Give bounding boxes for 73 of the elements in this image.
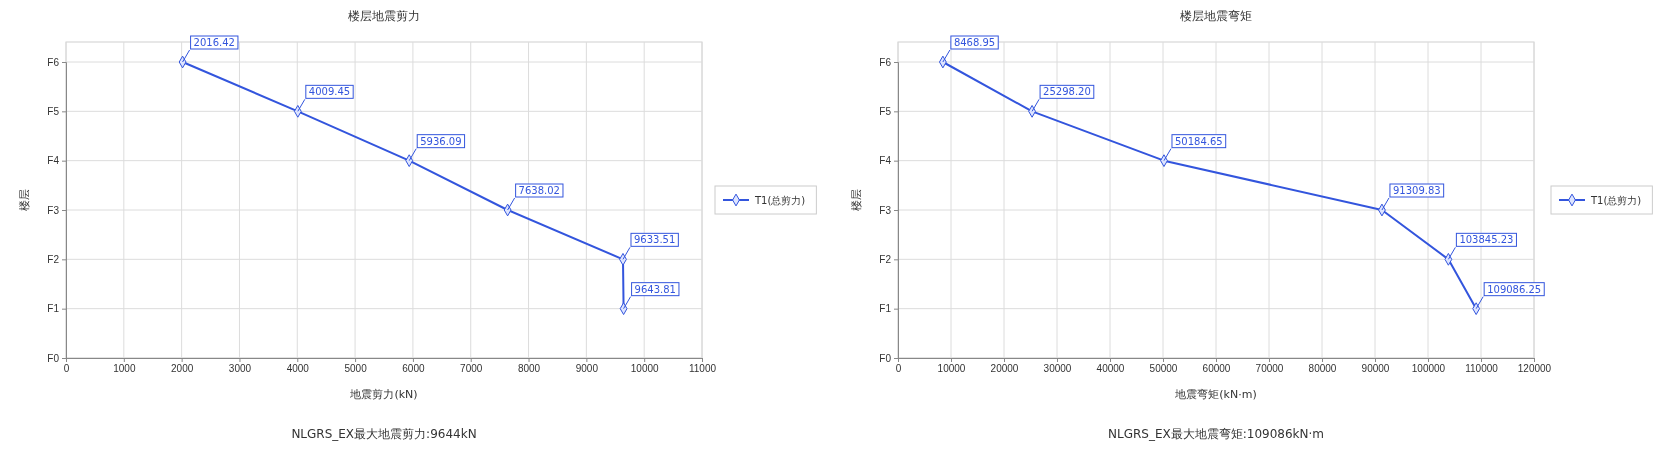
x-tick-label: 10000 [630,363,660,375]
x-tick-label: 6000 [402,363,425,375]
data-label: 5936.09 [420,135,462,147]
x-tick-label: 50000 [1149,363,1178,375]
y-tick-label: F3 [879,204,892,216]
data-label: 25298.20 [1043,86,1091,98]
y-tick-label: F0 [879,352,892,364]
x-tick-label: 100000 [1411,363,1446,375]
y-tick-label: F4 [879,155,892,167]
text: NLGRS_EX最大地震剪力:9644kN [291,427,477,441]
y-tick-label: F1 [879,303,892,315]
x-tick-label: 30000 [1043,363,1072,375]
x-tick-label: 7000 [460,363,483,375]
x-tick-label: 80000 [1308,363,1337,375]
x-tick-label: 8000 [517,363,541,375]
y-tick-label: F4 [47,155,60,167]
x-tick-label: 70000 [1255,363,1284,375]
x-tick-label: 5000 [344,363,368,375]
y-tick-label: F6 [47,56,60,68]
y-tick-label: F5 [879,106,892,118]
y-tick-label: F2 [879,254,892,266]
x-tick-label: 11000 [688,363,717,375]
chart-title: 楼层地震剪力 [348,9,420,23]
data-label: 9633.51 [633,234,676,246]
value-callout: 91309.83 [1381,183,1445,211]
x-tick-label: 2000 [171,363,194,375]
y-tick-label: F2 [47,254,60,266]
x-tick-label: 9000 [575,363,599,375]
y-tick-label: F3 [47,204,60,216]
data-label: 8468.95 [953,37,996,48]
x-tick-label: 3000 [228,363,252,375]
legend-label: T1(总剪力) [1590,195,1642,206]
value-callout: 5936.09 [408,134,466,162]
y-tick-label: F6 [879,56,892,68]
data-label: 9643.81 [634,283,676,295]
value-callout: 103845.23 [1447,232,1517,260]
x-tick-label: 60000 [1202,363,1231,375]
y-tick-label: F5 [47,106,60,118]
value-callout: 7638.02 [507,183,564,211]
x-axis-title: 地震弯矩(kN·m) [1174,388,1257,401]
y-axis-title: 楼层 [18,189,31,211]
value-callout: 4009.45 [297,84,354,112]
x-tick-label: 10000 [937,363,966,375]
data-label: 91309.83 [1392,185,1441,196]
y-axis-title: 楼层 [850,189,863,211]
y-tick-label: F1 [47,303,60,315]
x-tick-label: 120000 [1517,363,1552,375]
x-tick-label: 1000 [113,363,136,375]
legend-label: T1(总剪力) [754,195,806,206]
value-callout: 25298.20 [1031,84,1095,112]
x-tick-label: 0 [895,363,902,375]
x-tick-label: 4000 [286,363,310,375]
x-tick-label: 90000 [1361,363,1390,375]
value-callout: 2016.42 [182,35,239,63]
x-tick-label: 0 [63,363,70,375]
x-tick-label: 110000 [1465,363,1499,375]
value-callout: 9633.51 [622,232,679,260]
x-tick-label: 40000 [1096,363,1125,375]
y-tick-label: F0 [47,352,60,364]
data-label: 109086.25 [1487,283,1542,295]
value-callout: 50184.65 [1163,134,1227,162]
text: NLGRS_EX最大地震弯矩:109086kN·m [1108,427,1324,441]
x-axis-title: 地震剪力(kN) [349,388,418,401]
data-label: 4009.45 [308,86,351,98]
chart-title: 楼层地震弯矩 [1180,9,1252,23]
x-tick-label: 20000 [990,363,1019,375]
data-label: 50184.65 [1174,135,1223,147]
data-label: 103845.23 [1459,234,1514,246]
value-callout: 9643.81 [623,282,680,310]
value-callout: 8468.95 [942,35,999,63]
data-label: 2016.42 [193,37,235,48]
data-label: 7638.02 [518,185,560,196]
value-callout: 109086.25 [1475,282,1545,310]
